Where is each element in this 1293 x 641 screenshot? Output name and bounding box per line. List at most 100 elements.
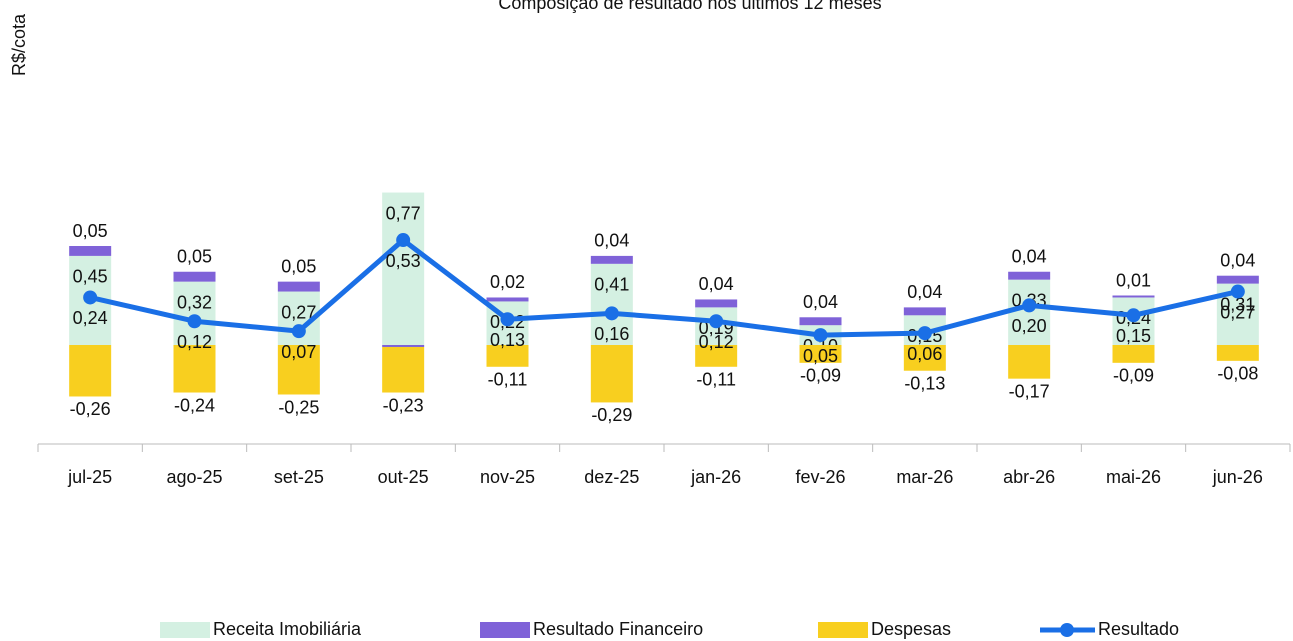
data-label: 0,24 <box>73 308 108 328</box>
bar <box>903 345 946 371</box>
x-tick-label: mai-26 <box>1106 467 1161 487</box>
data-label: -0,29 <box>591 405 632 425</box>
x-tick-label: jul-25 <box>67 467 112 487</box>
data-label: 0,13 <box>490 330 525 350</box>
line-point <box>813 328 828 343</box>
line-point <box>83 290 98 305</box>
x-tick-label: nov-25 <box>480 467 535 487</box>
legend-label: Resultado <box>1098 619 1179 639</box>
data-label: -0,11 <box>696 370 736 390</box>
line-point <box>1230 284 1245 299</box>
bar <box>695 299 738 308</box>
legend-label: Receita Imobiliária <box>213 619 362 639</box>
x-tick-label: fev-26 <box>795 467 845 487</box>
bar <box>277 281 320 292</box>
bar <box>382 345 425 347</box>
data-label: -0,17 <box>1009 381 1050 401</box>
data-label: 0,15 <box>1116 326 1151 346</box>
bar <box>799 317 842 326</box>
bar <box>382 192 425 345</box>
data-label: 0,12 <box>699 332 734 352</box>
legend-label: Despesas <box>871 619 951 639</box>
data-label: -0,09 <box>800 366 841 386</box>
legend-swatch <box>160 622 210 638</box>
data-label: 0,31 <box>1220 294 1255 314</box>
bar <box>69 345 112 397</box>
bar <box>173 281 216 345</box>
y-axis-label: R$/cota <box>9 13 29 76</box>
legend-swatch <box>818 622 868 638</box>
bar <box>590 263 633 345</box>
bar <box>69 246 112 256</box>
bar <box>173 345 216 393</box>
line-point <box>709 314 724 329</box>
data-label: 0,05 <box>281 256 316 276</box>
data-label: -0,13 <box>904 373 945 393</box>
line-point <box>291 324 306 339</box>
line-point <box>604 306 619 321</box>
data-label: 0,04 <box>1220 250 1255 270</box>
line-point <box>500 312 515 327</box>
chart-title: Composição de resultado nos últimos 12 m… <box>498 0 881 13</box>
data-label: 0,04 <box>699 274 734 294</box>
data-label: -0,23 <box>383 395 424 415</box>
bar <box>1112 345 1155 363</box>
data-label: 0,02 <box>490 272 525 292</box>
data-label: -0,26 <box>70 399 111 419</box>
data-label: 0,01 <box>1116 270 1151 290</box>
data-label: 0,04 <box>1012 246 1047 266</box>
bar <box>382 346 425 393</box>
data-label: 0,27 <box>281 302 316 322</box>
data-label: 0,16 <box>594 324 629 344</box>
data-label: 0,05 <box>177 246 212 266</box>
bar <box>277 345 320 395</box>
line-point <box>917 326 932 341</box>
bar <box>1112 295 1155 298</box>
data-label: 0,53 <box>386 251 421 271</box>
data-label: -0,11 <box>488 370 528 390</box>
data-label: 0,12 <box>177 332 212 352</box>
bar <box>799 345 842 363</box>
data-label: 0,20 <box>1012 316 1047 336</box>
data-label: 0,04 <box>803 292 838 312</box>
line-point <box>1126 308 1141 323</box>
x-tick-label: dez-25 <box>584 467 639 487</box>
bar <box>1216 345 1259 361</box>
x-tick-label: out-25 <box>378 467 429 487</box>
data-label: -0,08 <box>1217 364 1258 384</box>
bar <box>1216 275 1259 284</box>
data-label: -0,09 <box>1113 366 1154 386</box>
x-tick-label: abr-26 <box>1003 467 1055 487</box>
data-label: 0,05 <box>73 221 108 241</box>
data-label: -0,24 <box>174 395 215 415</box>
bar <box>590 255 633 264</box>
legend-label: Resultado Financeiro <box>533 619 703 639</box>
bar <box>486 297 529 302</box>
bar <box>590 345 633 403</box>
data-label: 0,07 <box>281 342 316 362</box>
legend-swatch <box>1060 623 1074 637</box>
data-label: -0,25 <box>278 397 319 417</box>
line <box>89 237 1239 338</box>
data-label: 0,04 <box>907 282 942 302</box>
bar <box>173 271 216 282</box>
line-point <box>187 314 202 329</box>
bar <box>695 345 738 367</box>
x-tick-label: jun-26 <box>1212 467 1263 487</box>
x-tick-label: jan-26 <box>690 467 741 487</box>
data-label: 0,77 <box>386 203 421 223</box>
line-point <box>1022 298 1037 313</box>
data-label: 0,04 <box>594 231 629 251</box>
x-tick-label: set-25 <box>274 467 324 487</box>
bar <box>486 345 529 367</box>
x-tick-label: mar-26 <box>896 467 953 487</box>
bar <box>1008 271 1051 280</box>
legend-swatch <box>480 622 530 638</box>
line-point <box>396 233 411 248</box>
data-label: 0,06 <box>907 344 942 364</box>
data-label: 0,32 <box>177 292 212 312</box>
bar <box>1008 345 1051 379</box>
data-label: 0,27 <box>1220 302 1255 322</box>
x-tick-label: ago-25 <box>166 467 222 487</box>
